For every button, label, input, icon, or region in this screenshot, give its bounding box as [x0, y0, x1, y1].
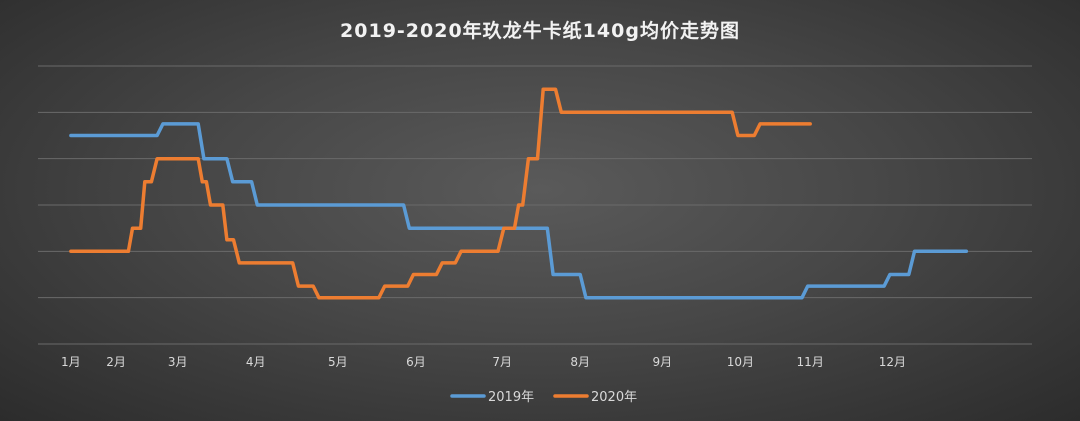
x-tick-label: 3月	[168, 355, 188, 369]
x-tick-label: 12月	[879, 355, 906, 369]
legend-label: 2019年	[488, 390, 534, 405]
gridlines	[38, 65, 1032, 345]
series-lines	[69, 87, 969, 300]
x-tick-label: 2月	[106, 355, 126, 369]
chart-title: 2019-2020年玖龙牛卡纸140g均价走势图	[340, 19, 740, 42]
series-line-1	[69, 122, 969, 300]
series-line-2	[69, 87, 812, 300]
x-tick-label: 10月	[727, 355, 754, 369]
x-tick-label: 6月	[406, 355, 426, 369]
x-axis-ticks: 1月 2月 3月 4月 5月 6月 7月 8月 9月 10月 11月 12月	[61, 355, 906, 369]
x-tick-label: 7月	[492, 355, 512, 369]
x-tick-label: 1月	[61, 355, 81, 369]
legend-label: 2020年	[591, 390, 637, 405]
legend: 2019年 2020年	[450, 390, 637, 405]
x-tick-label: 9月	[653, 355, 673, 369]
x-tick-label: 8月	[570, 355, 590, 369]
x-tick-label: 11月	[797, 355, 824, 369]
x-tick-label: 4月	[246, 355, 266, 369]
x-tick-label: 5月	[328, 355, 348, 369]
